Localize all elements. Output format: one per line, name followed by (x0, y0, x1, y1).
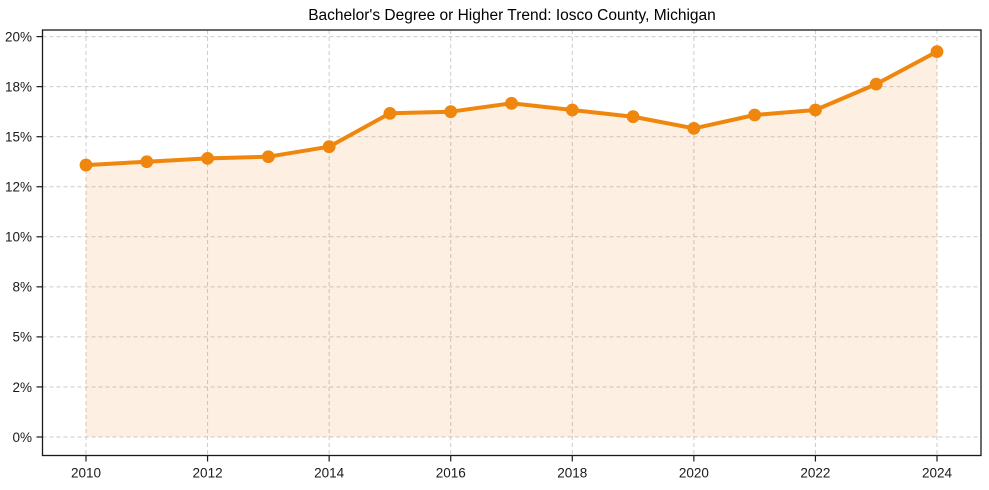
x-tick-label-2010: 2010 (71, 466, 101, 481)
x-tick-label-2024: 2024 (922, 466, 953, 481)
plot-border (41, 29, 982, 457)
y-tick-label-2pct: 2% (12, 380, 32, 395)
data-point-2023 (869, 77, 883, 91)
data-point-2012 (201, 151, 214, 165)
x-tick-label-2022: 2022 (800, 466, 830, 481)
y-tick-label-5pct: 5% (12, 330, 32, 345)
x-tick-label-2014: 2014 (314, 466, 345, 481)
data-points (79, 45, 944, 172)
y-tick-label-20pct: 20% (5, 29, 32, 44)
data-point-2021 (748, 108, 762, 122)
data-point-2019 (626, 110, 640, 124)
y-axis: 0% 2% 5% 8% 10% 12% 15% 18% 20% (5, 29, 43, 445)
x-tick-label-2020: 2020 (679, 466, 709, 481)
x-tick-label-2016: 2016 (436, 466, 466, 481)
data-point-2013 (261, 150, 275, 164)
chart-title: Bachelor's Degree or Higher Trend: Iosco… (308, 7, 716, 24)
x-tick-label-2012: 2012 (193, 466, 223, 481)
data-point-2017 (505, 96, 518, 110)
horizontal-gridlines (42, 36, 981, 438)
data-point-2011 (140, 155, 154, 169)
x-axis: 2010 2012 2014 2016 2018 2020 2022 2024 (71, 455, 953, 481)
data-point-2020 (687, 121, 701, 135)
data-point-2022 (809, 103, 822, 117)
x-tick-label-2018: 2018 (557, 466, 587, 481)
y-tick-label-0pct: 0% (12, 430, 32, 445)
data-point-2016 (444, 105, 458, 119)
data-point-2015 (383, 106, 397, 120)
y-tick-label-18pct: 18% (5, 79, 32, 94)
data-point-2010 (79, 158, 93, 172)
data-point-2024 (930, 45, 944, 59)
y-tick-label-10pct: 10% (5, 230, 32, 245)
vertical-gridlines (85, 30, 938, 456)
data-point-2018 (565, 103, 579, 117)
y-tick-label-15pct: 15% (5, 130, 32, 145)
data-point-2014 (322, 140, 336, 154)
y-tick-label-12pct: 12% (5, 180, 32, 195)
y-tick-label-8pct: 8% (12, 280, 32, 295)
area-fill (86, 51, 937, 437)
